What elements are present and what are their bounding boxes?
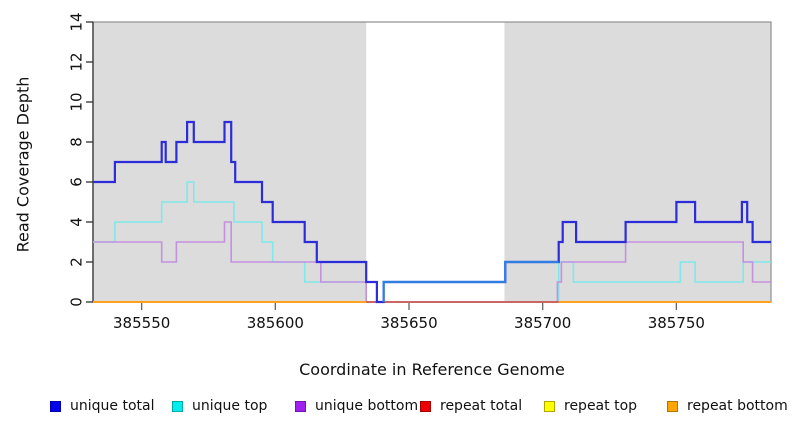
legend-item-unique-bottom: unique bottom <box>295 398 418 414</box>
x-tick-label: 385550 <box>113 314 170 332</box>
legend-swatch-unique-total <box>50 400 61 412</box>
legend-swatch-repeat-top <box>544 400 555 412</box>
x-tick-label: 385600 <box>247 314 304 332</box>
legend-item-repeat-bottom: repeat bottom <box>667 398 788 414</box>
y-tick-label: 6 <box>68 177 86 187</box>
legend-label: unique bottom <box>315 398 419 414</box>
y-tick-label: 8 <box>68 137 86 147</box>
plot-area: 385550 385600 385650 385700 385750 0 2 4 6 8 10 12 1… <box>68 12 772 332</box>
y-tick-label: 2 <box>68 257 86 267</box>
legend-item-unique-total: unique total <box>50 398 154 414</box>
legend: unique total unique top unique bottom re… <box>0 398 792 422</box>
y-tick-label: 14 <box>68 12 86 31</box>
series-line-unique-total <box>93 120 771 304</box>
x-tick-label: 385750 <box>648 314 705 332</box>
series-line-unique-bottom <box>93 221 771 303</box>
legend-label: unique total <box>70 398 155 414</box>
legend-label: repeat bottom <box>687 398 788 414</box>
legend-item-unique-top: unique top <box>172 398 267 414</box>
y-tick-label: 0 <box>68 297 86 307</box>
y-tick-label: 10 <box>68 92 86 111</box>
legend-swatch-repeat-bottom <box>667 400 678 412</box>
y-tick-label: 12 <box>68 52 86 71</box>
axis-ticks: 385550 385600 385650 385700 385750 0 2 4 6 8 10 12 1… <box>68 12 705 332</box>
legend-item-repeat-top: repeat top <box>544 398 637 414</box>
legend-label: repeat total <box>440 398 523 414</box>
x-tick-label: 385700 <box>514 314 571 332</box>
y-tick-label: 4 <box>68 217 86 227</box>
highlight-region <box>366 22 505 302</box>
legend-swatch-unique-bottom <box>295 400 306 412</box>
legend-swatch-repeat-total <box>420 400 431 412</box>
legend-swatch-unique-top <box>172 400 183 412</box>
legend-label: unique top <box>192 398 268 414</box>
series-line-total-overlay <box>382 260 559 302</box>
x-axis-label: Coordinate in Reference Genome <box>299 360 565 379</box>
legend-label: repeat top <box>564 398 638 414</box>
x-tick-label: 385650 <box>380 314 437 332</box>
legend-item-repeat-total: repeat total <box>420 398 522 414</box>
